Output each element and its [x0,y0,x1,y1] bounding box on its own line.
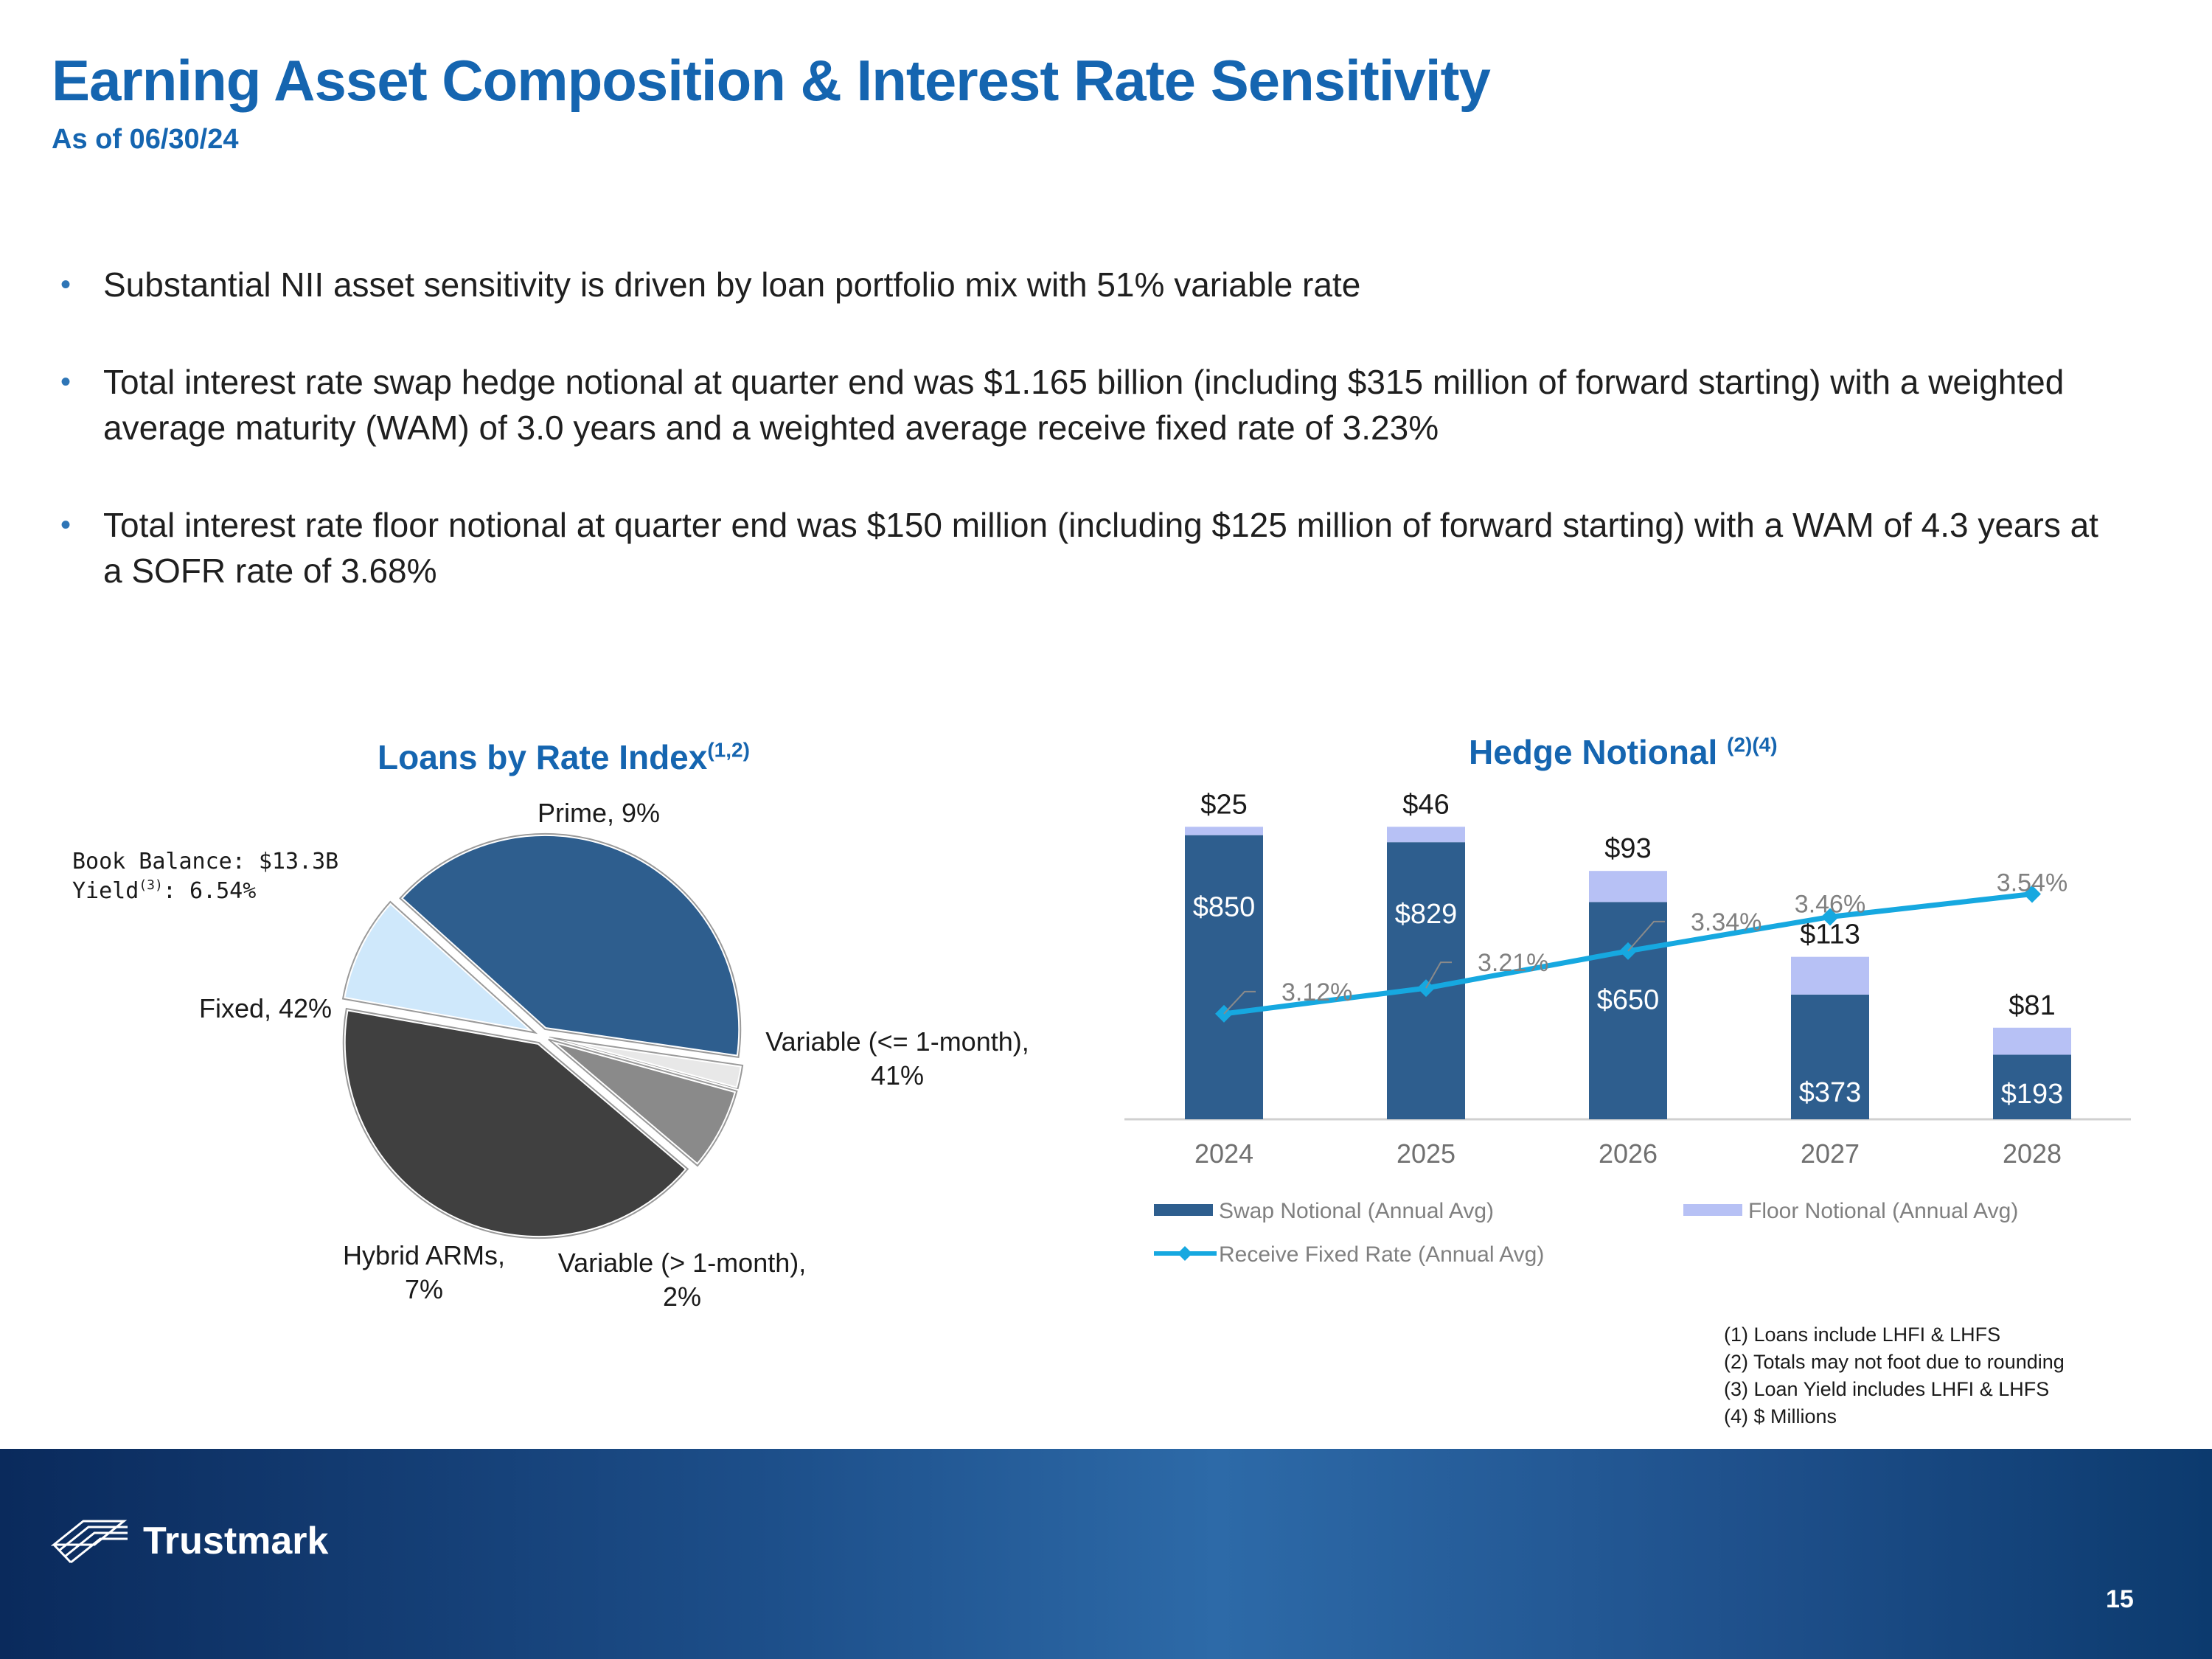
chart-legend: Swap Notional (Annual Avg) Floor Notional… [1154,1199,2018,1267]
legend-marker-rate [1178,1246,1192,1261]
swap-bar-label: $373 [1799,1077,1862,1108]
pie-slice-outline [341,900,538,1034]
bar-chart-title: Hedge Notional (2)(4) [1469,732,1778,772]
pie-slice-label: Hybrid ARMs, 7% [343,1240,505,1304]
yield-label: Yield(3): 6.54% [72,877,256,904]
swap-bar-label: $829 [1395,899,1458,930]
pie-title-superscript: (1,2) [707,738,750,762]
rate-point-label: 3.54% [1997,869,2067,897]
floor-bar-label: $25 [1200,789,1247,820]
legend-label-floor: Floor Notional (Annual Avg) [1748,1199,2018,1223]
floor-bar-label: $93 [1604,833,1651,864]
footnote: (1) Loans include LHFI & LHFS [1724,1324,2001,1346]
pie-slice-label: Variable (<= 1-month), 41% [765,1026,1029,1091]
floor-bar [1791,956,1869,995]
bullet-dot-icon: • [60,268,72,301]
pie-slice-label: Variable (> 1-month), 2% [558,1248,806,1312]
footer-band [0,1449,2212,1659]
book-balance-label: Book Balance: $13.3B [72,849,338,874]
footnote: (3) Loan Yield includes LHFI & LHFS [1724,1378,2050,1400]
swap-bar-label: $193 [2001,1079,2064,1110]
floor-bar [1387,827,1465,843]
pie-slice-outline [548,1038,738,1167]
charts-canvas: Prime, 9% Variable (<= 1-month), 41% Variab… [72,789,2131,1312]
trustmark-logo-icon [50,1520,128,1564]
rate-point [1821,908,1839,926]
rate-point-label: 3.34% [1691,908,1761,936]
floor-bar [1993,1027,2071,1055]
floor-bar [1185,827,1263,835]
swap-bar [1589,902,1667,1119]
legend-swatch-floor [1683,1204,1742,1216]
x-tick-label: 2028 [2003,1138,2062,1169]
pie-slice-label: Fixed, 42% [199,993,332,1023]
brand-logo: Trustmark [50,1515,328,1567]
legend-label-swap: Swap Notional (Annual Avg) [1219,1199,1494,1223]
x-tick-label: 2026 [1599,1138,1658,1169]
floor-bar-label: $46 [1402,789,1449,820]
x-tick-label: 2024 [1194,1138,1253,1169]
bullet-text: Substantial NII asset sensitivity is dri… [103,265,1361,304]
floor-bar [1589,871,1667,902]
bullet-dot-icon: • [60,509,72,541]
bullet-dot-icon: • [60,366,72,398]
legend-swatch-swap [1154,1204,1213,1216]
footnotes: (1) Loans include LHFI & LHFS (2) Totals… [1724,1321,2065,1430]
bullet-list: • Substantial NII asset sensitivity is d… [52,262,2116,645]
bullet-text: Total interest rate floor notional at qu… [103,506,2098,590]
page-title: Earning Asset Composition & Interest Rat… [52,48,1491,113]
pie-chart-title: Loans by Rate Index(1,2) [378,737,750,777]
swap-bar-label: $650 [1597,984,1660,1015]
bullet-item: • Substantial NII asset sensitivity is d… [52,262,2116,307]
footnote: (4) $ Millions [1724,1405,1837,1427]
footnote: (2) Totals may not foot due to rounding [1724,1351,2065,1373]
rate-point [2023,885,2041,903]
pie-slice-outline [342,1007,689,1239]
bullet-text: Total interest rate swap hedge notional … [103,363,2065,447]
rate-leader-line [1223,990,1256,1015]
pie-title-text: Loans by Rate Index [378,738,708,776]
x-tick-label: 2027 [1801,1138,1860,1169]
rate-point-label: 3.46% [1795,890,1865,918]
bar-title-text: Hedge Notional [1469,733,1718,771]
page-subtitle: As of 06/30/24 [52,124,239,155]
pie-slice [397,832,743,1060]
bullet-item: • Total interest rate swap hedge notiona… [52,359,2116,451]
x-tick-label: 2025 [1397,1138,1455,1169]
brand-name: Trustmark [143,1520,329,1562]
bar-chart: $850$252024$829$462025$650$932026$373$11… [1124,789,2131,1267]
bar-title-superscript: (2)(4) [1727,733,1778,757]
bullet-item: • Total interest rate floor notional at … [52,502,2116,594]
rate-leader-line [1425,961,1452,989]
page-number: 15 [2106,1585,2134,1613]
swap-bar-label: $850 [1193,892,1256,923]
rate-point-label: 3.12% [1281,978,1352,1006]
legend-label-rate: Receive Fixed Rate (Annual Avg) [1219,1242,1544,1267]
rate-point-label: 3.21% [1478,949,1548,977]
swap-bar [1185,835,1263,1119]
pie-chart: Prime, 9% Variable (<= 1-month), 41% Variab… [72,798,1029,1312]
pie-slice-label: Prime, 9% [538,798,660,828]
swap-bar [1791,994,1869,1119]
floor-bar-label: $81 [2008,990,2055,1021]
pie-slice-outline [399,833,742,1058]
swap-bar [1993,1054,2071,1119]
rate-leader-line [1627,920,1665,952]
